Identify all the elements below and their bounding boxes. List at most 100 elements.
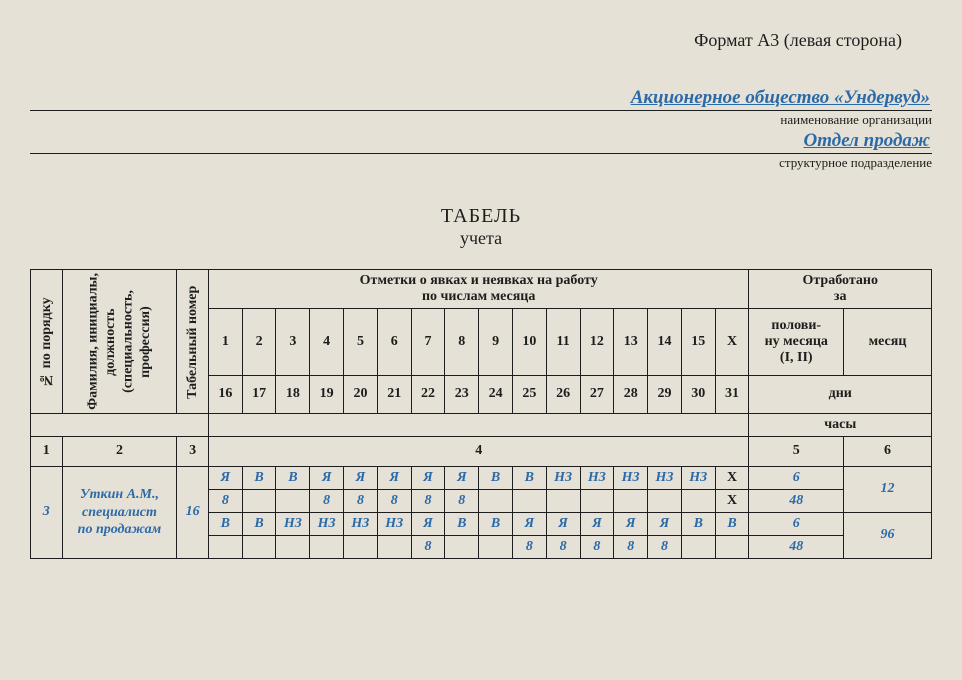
title-main: ТАБЕЛЬ	[30, 205, 932, 228]
r2-12	[580, 489, 614, 512]
day-11: 11	[546, 309, 580, 376]
org-line-group: Акционерное общество «Ундервуд» наименов…	[30, 87, 932, 128]
r4-10: 8	[512, 535, 546, 558]
r1-2: В	[242, 466, 276, 489]
r3-1: В	[208, 512, 242, 535]
day-15: 15	[681, 309, 715, 376]
r3-half: 6	[749, 512, 844, 535]
r4-5	[344, 535, 378, 558]
r3-11: Я	[546, 512, 580, 535]
r2-13	[614, 489, 648, 512]
coln-5: 5	[749, 436, 844, 466]
hdr-num: № по порядку	[31, 270, 63, 414]
coln-4: 4	[208, 436, 749, 466]
r1-1: Я	[208, 466, 242, 489]
day-6: 6	[377, 309, 411, 376]
r2-10	[512, 489, 546, 512]
r4-8	[445, 535, 479, 558]
day-22: 22	[411, 375, 445, 413]
r2-6: 8	[377, 489, 411, 512]
day-16: 16	[208, 375, 242, 413]
r1-15: НЗ	[681, 466, 715, 489]
r4-12: 8	[580, 535, 614, 558]
r4-15	[681, 535, 715, 558]
r1-7: Я	[411, 466, 445, 489]
r4-9	[479, 535, 513, 558]
r4-13: 8	[614, 535, 648, 558]
hdr-worked-group: Отработаноза	[749, 270, 932, 309]
coln-1: 1	[31, 436, 63, 466]
r3-16: В	[715, 512, 749, 535]
r3-15: В	[681, 512, 715, 535]
day-14: 14	[648, 309, 682, 376]
day-31: 31	[715, 375, 749, 413]
r3-5: НЗ	[344, 512, 378, 535]
r2-5: 8	[344, 489, 378, 512]
day-26: 26	[546, 375, 580, 413]
r3-14: Я	[648, 512, 682, 535]
r3-month: 96	[844, 512, 932, 558]
dept-line-group: Отдел продаж структурное подразделение	[30, 130, 932, 171]
day-19: 19	[310, 375, 344, 413]
r1-14: НЗ	[648, 466, 682, 489]
day-3: 3	[276, 309, 310, 376]
day-30: 30	[681, 375, 715, 413]
spacer	[31, 413, 209, 436]
day-27: 27	[580, 375, 614, 413]
r1-6: Я	[377, 466, 411, 489]
r4-7: 8	[411, 535, 445, 558]
hdr-marks-group: Отметки о явках и неявках на работупо чи…	[208, 270, 749, 309]
r2-1: 8	[208, 489, 242, 512]
r1-x: X	[715, 466, 749, 489]
day-21: 21	[377, 375, 411, 413]
timesheet-table: № по порядку Фамилия, инициалы,должность…	[30, 269, 932, 559]
coln-3: 3	[177, 436, 209, 466]
r4-2	[242, 535, 276, 558]
day-28: 28	[614, 375, 648, 413]
r1-9: В	[479, 466, 513, 489]
hdr-hours: часы	[749, 413, 932, 436]
r4-3	[276, 535, 310, 558]
r4-1	[208, 535, 242, 558]
r2-9	[479, 489, 513, 512]
hdr-days: дни	[749, 375, 932, 413]
day-7: 7	[411, 309, 445, 376]
r1-month: 12	[844, 466, 932, 512]
title-block: ТАБЕЛЬ учета	[30, 205, 932, 249]
day-18: 18	[276, 375, 310, 413]
r2-14	[648, 489, 682, 512]
row-num: 3	[31, 466, 63, 558]
day-20: 20	[344, 375, 378, 413]
r4-14: 8	[648, 535, 682, 558]
day-1: 1	[208, 309, 242, 376]
r2-8: 8	[445, 489, 479, 512]
hdr-month: месяц	[844, 309, 932, 376]
r3-9: В	[479, 512, 513, 535]
spacer	[208, 413, 749, 436]
r3-10: Я	[512, 512, 546, 535]
day-25: 25	[512, 375, 546, 413]
r4-11: 8	[546, 535, 580, 558]
day-5: 5	[344, 309, 378, 376]
org-value: Акционерное общество «Ундервуд»	[30, 87, 932, 111]
row-tab: 16	[177, 466, 209, 558]
r4-half: 48	[749, 535, 844, 558]
r1-5: Я	[344, 466, 378, 489]
day-17: 17	[242, 375, 276, 413]
coln-6: 6	[844, 436, 932, 466]
format-note: Формат А3 (левая сторона)	[30, 30, 902, 51]
day-4: 4	[310, 309, 344, 376]
day-2: 2	[242, 309, 276, 376]
r1-12: НЗ	[580, 466, 614, 489]
r1-3: В	[276, 466, 310, 489]
hdr-half-month: полови-ну месяца(I, II)	[749, 309, 844, 376]
r1-11: НЗ	[546, 466, 580, 489]
r2-4: 8	[310, 489, 344, 512]
hdr-name: Фамилия, инициалы,должность(специальност…	[62, 270, 177, 414]
r1-8: Я	[445, 466, 479, 489]
r3-4: НЗ	[310, 512, 344, 535]
day-23: 23	[445, 375, 479, 413]
day-8: 8	[445, 309, 479, 376]
r3-12: Я	[580, 512, 614, 535]
dept-value: Отдел продаж	[30, 130, 932, 154]
